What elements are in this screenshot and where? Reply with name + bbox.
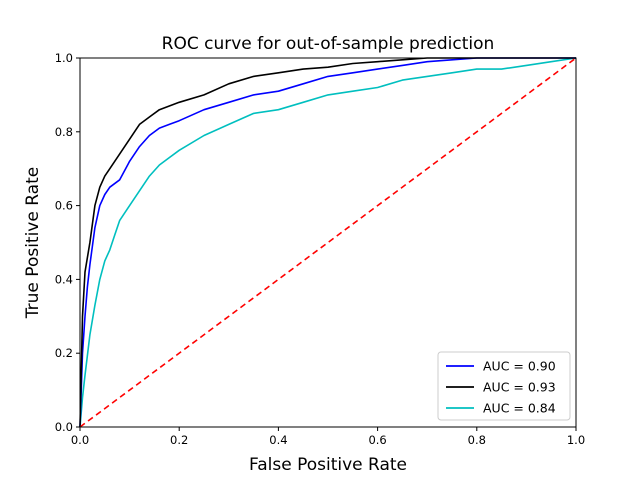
legend-label: AUC = 0.84 <box>483 401 556 416</box>
y-axis-label: True Positive Rate <box>23 167 43 319</box>
y-tick-label: 0.4 <box>55 272 73 286</box>
y-tick-label: 0.0 <box>55 420 73 434</box>
plot-lines <box>79 57 577 428</box>
legend-box <box>437 351 571 421</box>
x-axis-ticks: 0.0 0.2 0.4 0.6 0.8 1.0 <box>71 427 585 447</box>
chance-line <box>79 57 577 428</box>
y-tick-label: 0.8 <box>55 125 73 139</box>
y-tick-label: 0.2 <box>55 346 73 360</box>
legend-label: AUC = 0.90 <box>483 359 556 374</box>
series-line <box>79 57 576 428</box>
x-tick-label: 0.6 <box>368 433 386 447</box>
y-tick-label: 1.0 <box>55 51 73 65</box>
plot-frame <box>79 57 577 428</box>
x-axis-label: False Positive Rate <box>249 455 407 475</box>
y-axis-ticks: 0.0 0.2 0.4 0.6 0.8 1.0 <box>55 51 80 434</box>
legend-label: AUC = 0.93 <box>483 380 556 395</box>
series-line <box>79 57 577 428</box>
x-tick-label: 0.4 <box>269 433 287 447</box>
x-tick-label: 1.0 <box>567 433 585 447</box>
chart-title: ROC curve for out-of-sample prediction <box>162 34 495 54</box>
x-tick-label: 0.0 <box>71 433 89 447</box>
x-tick-label: 0.2 <box>170 433 188 447</box>
y-tick-label: 0.6 <box>55 199 73 213</box>
legend: AUC = 0.90 AUC = 0.93 AUC = 0.84 <box>437 351 571 421</box>
x-tick-label: 0.8 <box>468 433 486 447</box>
series-line <box>79 57 576 428</box>
